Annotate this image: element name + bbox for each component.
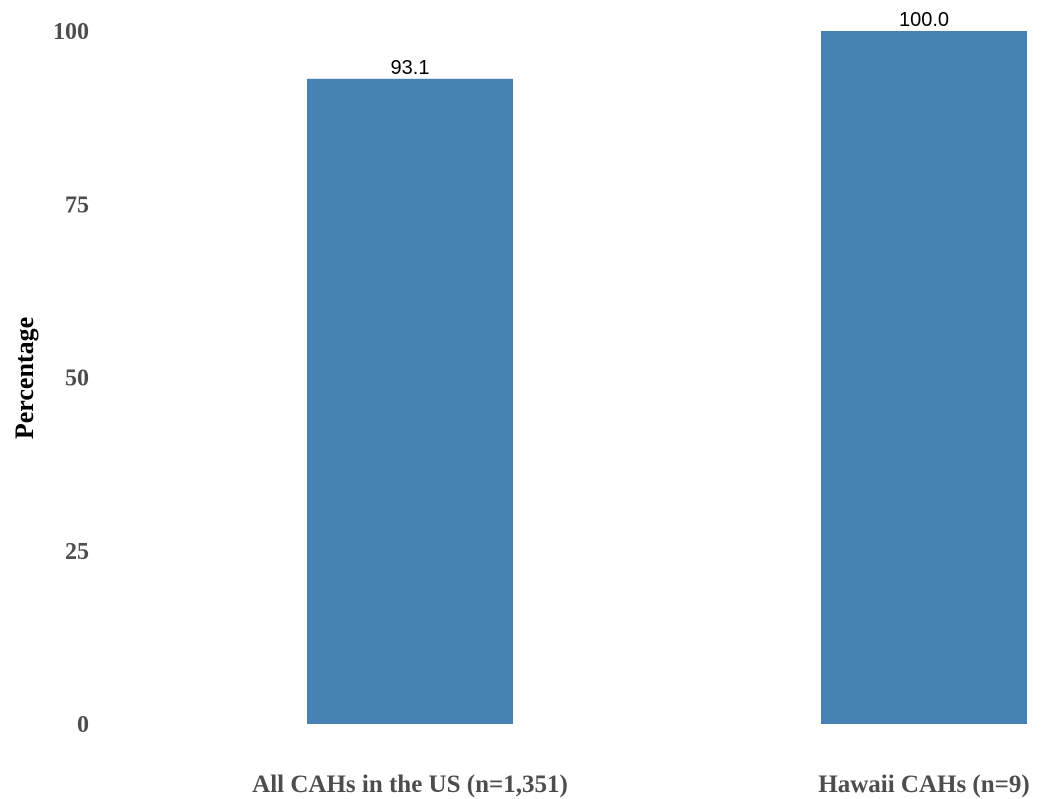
bars: [307, 31, 1027, 724]
y-tick-label: 50: [65, 366, 89, 392]
y-axis-title: Percentage: [10, 317, 39, 439]
y-tick-label: 25: [65, 539, 89, 565]
bar-value-labels: 93.1 100.0: [391, 9, 950, 79]
y-tick-label: 75: [65, 192, 89, 218]
x-category-label: Hawaii CAHs (n=9): [818, 771, 1029, 798]
bar: [307, 78, 513, 724]
x-axis-category-labels: All CAHs in the US (n=1,351) Hawaii CAHs …: [252, 771, 1030, 798]
y-axis-ticks: 0 25 50 75 100: [53, 19, 89, 738]
x-category-label: All CAHs in the US (n=1,351): [252, 771, 568, 798]
bar: [821, 31, 1027, 724]
y-tick-label: 0: [77, 712, 89, 738]
bar-value-label: 100.0: [899, 9, 949, 31]
y-tick-label: 100: [53, 19, 89, 45]
bar-value-label: 93.1: [391, 57, 430, 79]
